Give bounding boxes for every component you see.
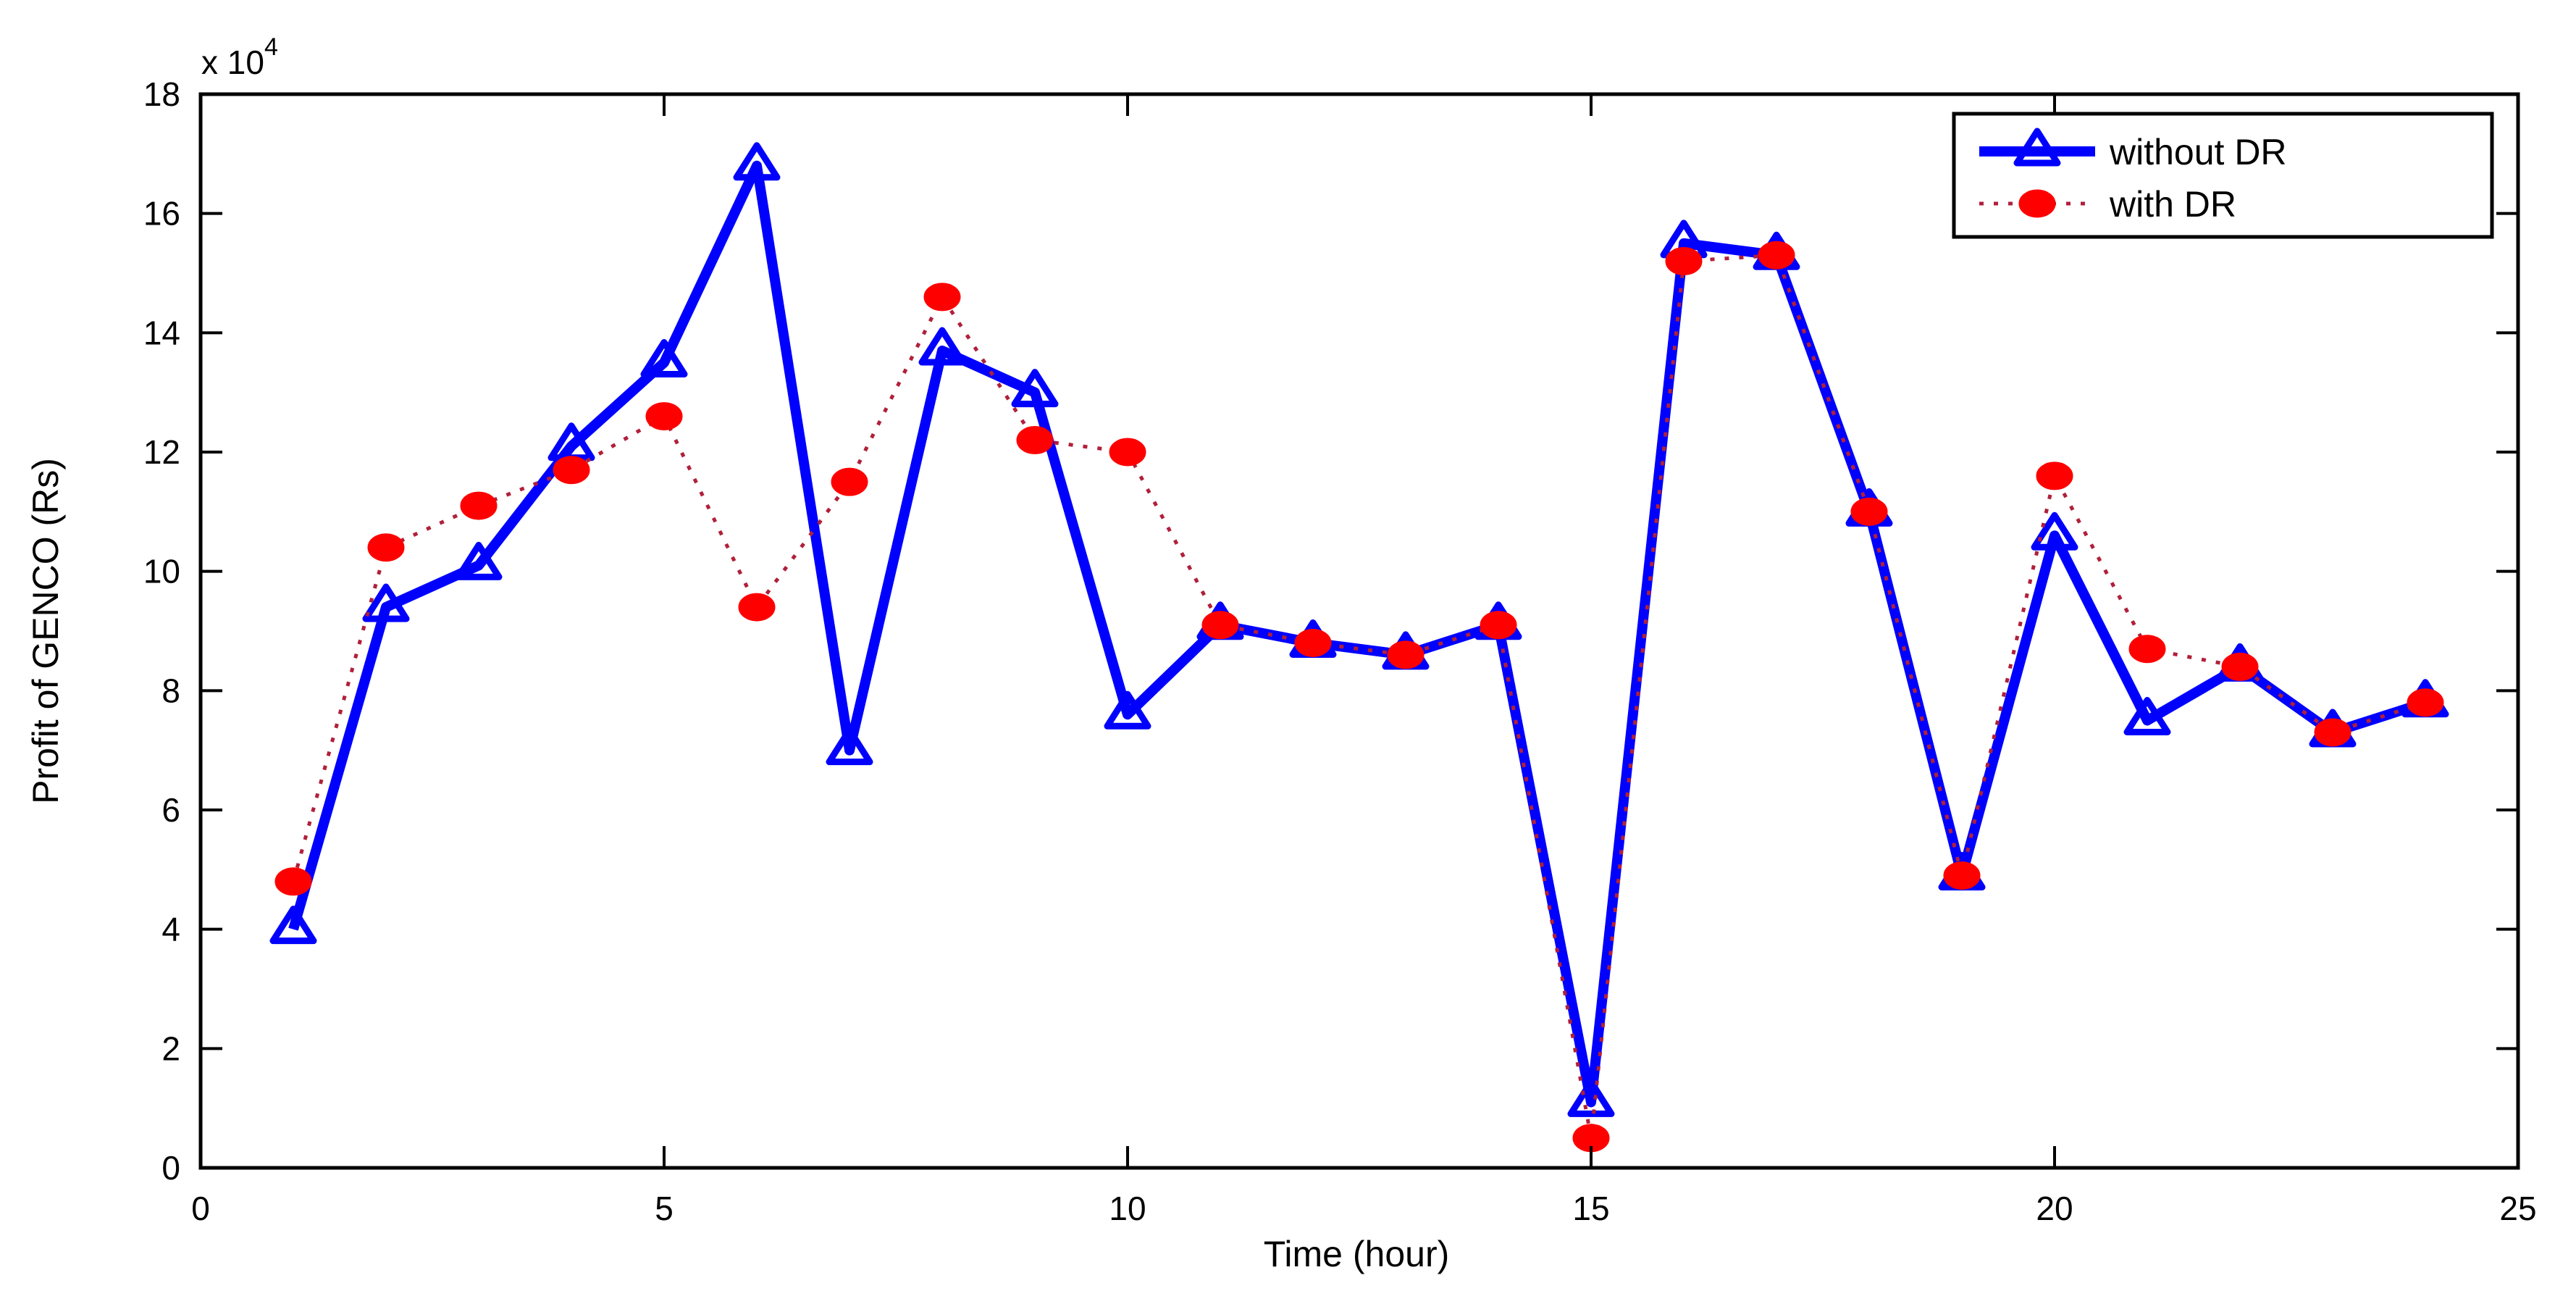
- circle-marker: [2018, 189, 2056, 218]
- circle-marker: [1943, 861, 1981, 890]
- plot-area: [201, 94, 2518, 1168]
- y-tick-label: 12: [143, 433, 180, 471]
- y-tick-label: 10: [143, 553, 180, 590]
- circle-marker: [274, 867, 312, 896]
- circle-marker: [1480, 611, 1517, 640]
- triangle-marker: [826, 727, 873, 766]
- legend-label: with DR: [2109, 184, 2236, 225]
- circle-marker: [1850, 497, 1888, 526]
- circle-marker: [1201, 611, 1239, 640]
- circle-marker: [2221, 652, 2259, 681]
- circle-marker: [645, 402, 683, 431]
- legend: without DR with DR: [1952, 112, 2494, 239]
- triangle-marker: [640, 339, 688, 377]
- y-axis-label: Profit of GENCO (Rs): [25, 458, 66, 804]
- x-tick-label: 20: [2036, 1190, 2073, 1227]
- y-tick-label: 18: [143, 75, 180, 113]
- triangle-marker: [455, 541, 503, 580]
- series-layer: [269, 142, 2449, 1153]
- triangle-marker: [2123, 697, 2171, 735]
- y-tick-label: 4: [161, 911, 180, 948]
- y-tick-label: 2: [161, 1029, 180, 1067]
- circle-marker: [1758, 241, 1795, 270]
- circle-marker: [2128, 635, 2166, 664]
- triangle-marker: [362, 583, 410, 622]
- triangle-marker: [1567, 1078, 1615, 1117]
- circle-marker: [460, 491, 498, 520]
- x-axis-label: Time (hour): [1264, 1234, 1450, 1274]
- legend-item: with DR: [1979, 184, 2236, 225]
- circle-marker: [2036, 461, 2073, 490]
- circle-marker: [1016, 426, 1054, 455]
- x-tick-label: 10: [1109, 1190, 1146, 1227]
- circle-marker: [1387, 640, 1425, 669]
- plot-background: [201, 94, 2518, 1168]
- y-tick-label: 6: [161, 791, 180, 829]
- axes-box: [198, 92, 2520, 1170]
- y-axis-multiplier: x 104: [201, 33, 278, 81]
- x-tick-label: 5: [655, 1190, 674, 1227]
- circle-marker: [1665, 247, 1703, 276]
- y-tick-label: 14: [143, 314, 180, 351]
- circle-marker: [923, 283, 961, 312]
- circle-marker: [1294, 628, 1332, 657]
- circle-marker: [831, 467, 868, 496]
- triangle-marker: [269, 906, 317, 945]
- circle-marker: [2314, 718, 2351, 747]
- y-tick-label: 0: [161, 1149, 180, 1187]
- triangle-marker: [918, 327, 966, 366]
- y-multiplier-base: x 10: [201, 43, 264, 81]
- circle-marker: [738, 593, 776, 622]
- triangle-marker: [2013, 128, 2061, 167]
- legend-item: without DR: [1979, 128, 2287, 172]
- circle-marker: [1109, 438, 1146, 467]
- y-multiplier-exponent: 4: [264, 33, 278, 61]
- y-tick-label: 16: [143, 195, 180, 233]
- x-tick-label: 0: [191, 1190, 210, 1227]
- series-with-dr: [274, 241, 2444, 1153]
- triangle-marker: [733, 142, 781, 181]
- triangle-marker: [1104, 690, 1151, 730]
- triangle-marker: [2031, 511, 2078, 551]
- y-tick-label: 8: [161, 672, 180, 709]
- x-tick-label: 25: [2499, 1190, 2536, 1227]
- axes-layer: 0 5 10 15 20 25 0 2 4 6 8 10 12 14 16 18: [143, 75, 2537, 1227]
- x-tick-label: 15: [1572, 1190, 1609, 1227]
- circle-marker: [553, 456, 590, 485]
- legend-label: without DR: [2109, 132, 2287, 172]
- circle-marker: [2407, 688, 2444, 717]
- triangle-marker: [1011, 369, 1059, 408]
- circle-marker: [367, 533, 405, 562]
